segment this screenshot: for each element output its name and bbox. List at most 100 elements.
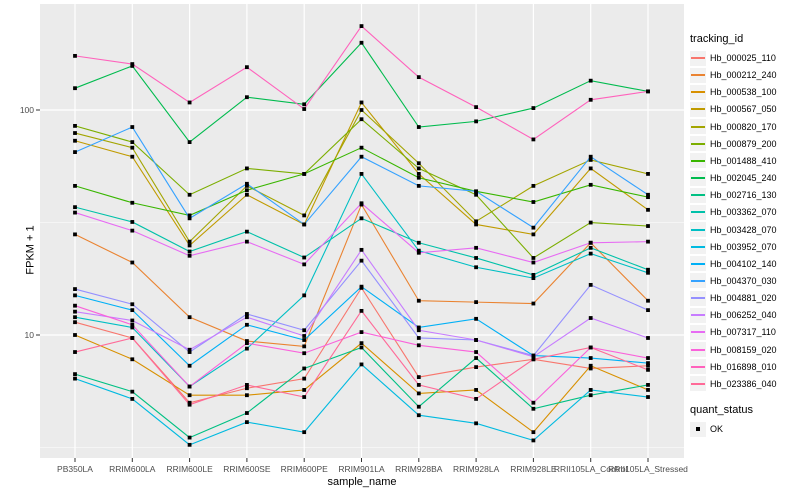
data-point-Hb_000538_100 <box>302 388 307 392</box>
data-point-Hb_003362_070 <box>302 255 307 260</box>
data-point-Hb_006252_040 <box>245 315 249 320</box>
legend-entry-label: Hb_000025_110 <box>710 53 776 63</box>
data-point-Hb_023386_040 <box>302 395 307 399</box>
legend-key-icon <box>690 376 706 392</box>
data-point-Hb_002045_240 <box>531 106 536 110</box>
data-point-Hb_004370_030 <box>474 189 478 194</box>
legend-entry-Hb_004102_140: Hb_004102_140 <box>690 256 777 272</box>
data-point-Hb_003952_070 <box>302 430 307 435</box>
data-point-Hb_001488_410 <box>187 213 192 218</box>
data-point-Hb_002045_240 <box>474 119 478 124</box>
data-point-Hb_004102_140 <box>73 293 77 298</box>
y-axis-title: FPKM + 1 <box>24 225 37 275</box>
data-point-Hb_003428_070 <box>73 315 77 320</box>
data-point-Hb_006252_040 <box>416 328 421 333</box>
data-point-Hb_006252_040 <box>302 334 307 338</box>
legend-entry-label: Hb_008159_020 <box>710 344 777 355</box>
data-point-Hb_006252_040 <box>359 247 364 252</box>
data-point-Hb_016898_010 <box>646 89 650 94</box>
legend-entry-Hb_000025_110: Hb_000025_110 <box>690 50 776 66</box>
data-point-Hb_004102_140 <box>359 284 364 289</box>
x-tick-label: RRIM600LE <box>166 464 213 474</box>
data-point-Hb_023386_040 <box>531 357 536 362</box>
data-point-Hb_000212_240 <box>474 300 478 305</box>
data-point-Hb_004102_140 <box>130 308 135 313</box>
data-point-Hb_016898_010 <box>531 137 536 142</box>
data-point-Hb_003952_070 <box>130 396 135 401</box>
data-point-Hb_002045_240 <box>187 140 192 145</box>
data-point-Hb_006252_040 <box>130 318 135 323</box>
data-point-Hb_000567_050 <box>130 154 135 159</box>
data-point-Hb_004881_020 <box>588 282 593 287</box>
legend-key-icon <box>690 204 706 220</box>
data-point-Hb_001488_410 <box>416 175 421 180</box>
data-point-Hb_016898_010 <box>359 24 364 28</box>
data-point-Hb_002716_130 <box>130 389 135 394</box>
data-point-Hb_016898_010 <box>130 62 135 66</box>
legend-entry-Hb_003952_070: Hb_003952_070 <box>690 239 777 255</box>
y-tick-label: 10 <box>24 330 34 340</box>
legend-entry-Hb_004370_030: Hb_004370_030 <box>690 273 777 289</box>
data-point-Hb_000538_100 <box>588 363 593 368</box>
data-point-Hb_003428_070 <box>531 276 536 281</box>
legend-entry-label: Hb_003428_070 <box>710 224 777 235</box>
legend-key-icon <box>690 101 706 117</box>
data-point-Hb_002716_130 <box>187 435 192 440</box>
legend-key-icon <box>690 273 706 289</box>
data-point-Hb_007317_110 <box>474 245 478 250</box>
legend-entry-Hb_003428_070: Hb_003428_070 <box>690 222 777 238</box>
data-point-Hb_000212_240 <box>416 298 421 303</box>
data-point-Hb_002716_130 <box>73 372 77 377</box>
data-point-Hb_000820_170 <box>531 183 536 188</box>
data-point-Hb_016898_010 <box>245 65 249 70</box>
data-point-Hb_003362_070 <box>531 272 536 277</box>
data-point-Hb_008159_020 <box>359 330 364 335</box>
data-point-Hb_000538_100 <box>646 388 650 392</box>
data-point-Hb_000538_100 <box>531 430 536 435</box>
data-point-Hb_000212_240 <box>531 301 536 306</box>
data-point-Hb_023386_040 <box>416 383 421 387</box>
data-point-Hb_004370_030 <box>73 150 77 154</box>
data-point-Hb_004102_140 <box>474 316 478 321</box>
data-point-Hb_008159_020 <box>646 356 650 360</box>
data-point-Hb_000820_170 <box>73 131 77 135</box>
data-point-Hb_008159_020 <box>73 303 77 308</box>
x-axis-title: sample_name <box>327 476 397 488</box>
data-point-Hb_008159_020 <box>187 384 192 389</box>
x-tick-label: RRIM901LA <box>338 464 385 474</box>
data-point-Hb_000025_110 <box>474 365 478 370</box>
data-point-Hb_004370_030 <box>245 181 249 186</box>
data-point-Hb_003428_070 <box>646 270 650 275</box>
x-tick-label: RRIM600PE <box>280 464 328 474</box>
data-point-Hb_000820_170 <box>359 108 364 112</box>
legend-entry-Hb_023386_040: Hb_023386_040 <box>690 376 777 392</box>
data-point-Hb_023386_040 <box>73 350 77 354</box>
data-point-Hb_002045_240 <box>73 86 77 91</box>
data-point-Hb_003362_070 <box>359 216 364 221</box>
legend-entry-label: Hb_000538_100 <box>710 87 777 98</box>
data-point-Hb_002716_130 <box>474 356 478 360</box>
data-point-Hb_002716_130 <box>416 404 421 409</box>
legend-entry-Hb_004881_020: Hb_004881_020 <box>690 290 777 306</box>
data-point-Hb_016898_010 <box>416 75 421 80</box>
data-point-Hb_003362_070 <box>73 205 77 210</box>
data-point-Hb_003362_070 <box>474 256 478 260</box>
legend-entry-label: Hb_000212_240 <box>710 70 777 81</box>
legend-entry-Hb_002045_240: Hb_002045_240 <box>690 170 777 186</box>
data-point-Hb_007317_110 <box>130 228 135 233</box>
data-point-Hb_002716_130 <box>245 411 249 415</box>
data-point-Hb_001488_410 <box>646 195 650 200</box>
data-point-Hb_004102_140 <box>302 338 307 342</box>
y-tick-label: 100 <box>19 105 34 115</box>
data-point-Hb_000025_110 <box>416 375 421 379</box>
data-point-Hb_004102_140 <box>646 361 650 366</box>
data-point-Hb_004881_020 <box>187 350 192 354</box>
legend-entry-label: Hb_001488_410 <box>710 155 777 166</box>
x-tick-label: RRIM928LA <box>452 464 500 474</box>
data-point-Hb_008159_020 <box>130 322 135 327</box>
data-point-Hb_000538_100 <box>416 391 421 396</box>
data-point-Hb_016898_010 <box>474 105 478 110</box>
data-point-Hb_003952_070 <box>187 442 192 447</box>
data-point-Hb_001488_410 <box>245 188 249 193</box>
legend-entry-label: Hb_000879_200 <box>710 138 777 149</box>
